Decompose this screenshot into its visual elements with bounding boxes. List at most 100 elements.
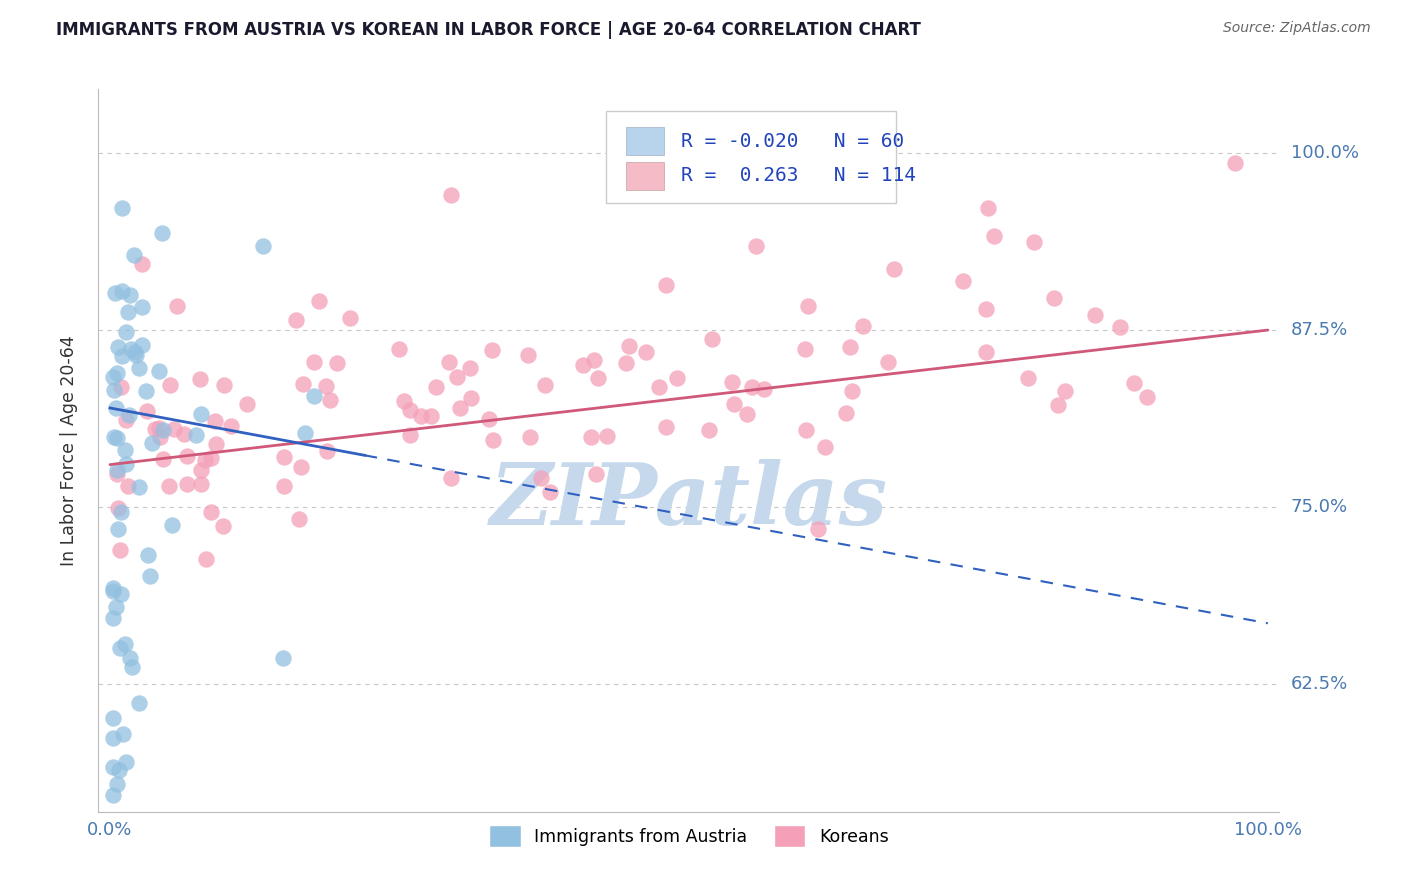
Point [105,431,128,445]
Point [103,430,125,444]
Point [166,299,188,313]
Point [136,548,159,562]
Point [136,404,159,418]
Point [292,376,315,391]
Point [117,305,139,319]
Point [460,391,482,405]
Point [284,313,307,327]
Point [1123,376,1146,390]
Point [440,471,463,485]
Point [388,343,411,357]
Point [481,433,503,447]
Point [339,311,361,326]
Point [1054,384,1077,398]
Point [118,288,141,302]
Point [114,637,136,651]
Point [1043,291,1066,305]
Point [111,201,134,215]
Point [152,226,174,240]
Point [103,370,125,384]
Point [835,406,858,420]
Point [304,389,326,403]
Point [212,378,235,392]
Point [111,349,134,363]
Text: R = -0.020   N = 60: R = -0.020 N = 60 [681,132,904,151]
Point [105,467,128,481]
Point [1084,308,1107,322]
Point [173,427,195,442]
Point [1108,320,1130,334]
FancyBboxPatch shape [606,111,896,203]
Point [745,238,768,252]
Point [107,501,129,516]
Point [110,543,132,558]
Text: R =  0.263   N = 114: R = 0.263 N = 114 [681,167,915,186]
Point [211,518,233,533]
Text: Source: ZipAtlas.com: Source: ZipAtlas.com [1223,21,1371,36]
Point [120,343,142,357]
Point [131,300,153,314]
Text: IMMIGRANTS FROM AUSTRIA VS KOREAN IN LABOR FORCE | AGE 20-64 CORRELATION CHART: IMMIGRANTS FROM AUSTRIA VS KOREAN IN LAB… [56,21,921,39]
Point [105,366,128,380]
Point [852,318,875,333]
Point [104,401,127,415]
Point [665,370,688,384]
Point [115,412,138,426]
Point [398,428,420,442]
Point [122,248,145,262]
Point [841,384,863,398]
Point [115,457,138,471]
Point [188,372,211,386]
Point [235,397,257,411]
Point [190,407,212,421]
Text: 87.5%: 87.5% [1291,321,1348,339]
Point [117,408,139,422]
Point [271,650,294,665]
Point [163,422,186,436]
Point [176,449,198,463]
Point [636,344,658,359]
Point [425,380,447,394]
Point [103,731,125,745]
Point [149,430,172,444]
Point [105,777,128,791]
Point [194,551,217,566]
Point [110,505,132,519]
Point [614,356,637,370]
Text: 62.5%: 62.5% [1291,675,1348,693]
Point [585,467,607,481]
Point [200,506,222,520]
Point [478,411,501,425]
Point [582,352,605,367]
Point [176,476,198,491]
Point [647,380,669,394]
Point [1225,156,1247,170]
Point [449,401,471,416]
Text: ZIPatlas: ZIPatlas [489,459,889,543]
Point [115,755,138,769]
Point [723,397,745,411]
Point [190,463,212,477]
Point [481,343,503,358]
Point [110,380,132,394]
Point [807,522,830,536]
Legend: Immigrants from Austria, Koreans: Immigrants from Austria, Koreans [482,819,896,854]
Point [952,274,974,288]
Point [976,201,998,215]
Point [294,425,316,440]
Point [157,478,180,492]
Point [184,428,207,442]
Point [141,436,163,450]
Point [735,407,758,421]
Point [103,789,125,803]
FancyBboxPatch shape [626,128,664,155]
Point [983,229,1005,244]
Point [446,370,468,384]
Point [135,384,157,398]
Point [152,452,174,467]
Point [572,358,595,372]
Point [876,355,898,369]
Point [419,409,441,424]
Point [148,420,170,434]
Point [117,479,139,493]
